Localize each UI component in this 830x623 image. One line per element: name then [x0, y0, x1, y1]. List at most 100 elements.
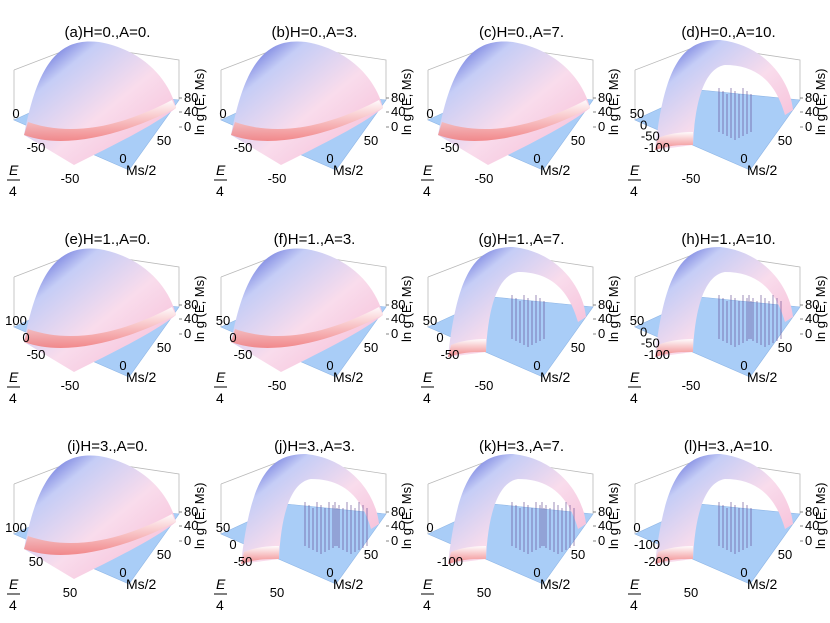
e-tick-label: 100 — [5, 520, 27, 535]
e-axis-denominator: 4 — [630, 183, 638, 199]
e-tick-label: -100 — [644, 140, 670, 155]
ms-tick-label: 0 — [119, 358, 126, 373]
z-tick-label: 40 — [805, 104, 819, 119]
z-axis-label: ln g (E, Ms) — [606, 69, 621, 135]
surface-dome — [24, 455, 176, 579]
surface-panel: (a)H=0.,A=0. 0 40 80 ln g (E, Ms) 0 -50 E 4 -50 0 5… — [4, 0, 211, 207]
e-axis-denominator: 4 — [216, 183, 224, 199]
surface-edge — [655, 339, 693, 357]
panel-title: (j)H=3.,A=3. — [274, 438, 355, 455]
panel-title: (a)H=0.,A=0. — [64, 24, 151, 41]
e-axis-numerator: E — [216, 576, 226, 592]
z-tick-label: 80 — [805, 90, 819, 105]
surface-dip — [511, 502, 545, 554]
e-tick-label: 50 — [630, 313, 644, 328]
e-tick-label: 0 — [640, 117, 647, 132]
panel-title: (i)H=3.,A=0. — [67, 438, 148, 455]
e-tick-label: -50 — [234, 554, 253, 569]
e-tick-label: 0 — [426, 106, 433, 121]
surface-dome — [655, 454, 793, 564]
z-axis-label: ln g (E, Ms) — [399, 69, 414, 135]
e-tick-label: -50 — [234, 140, 253, 155]
panel-title: (b)H=0.,A=3. — [271, 24, 358, 41]
z-tick-label: 0 — [391, 119, 398, 134]
z-tick-label: 0 — [598, 326, 605, 341]
panel-title: (c)H=0.,A=7. — [478, 24, 565, 41]
panel-title: (e)H=1.,A=0. — [64, 231, 151, 248]
panel-title: (g)H=1.,A=7. — [478, 231, 565, 248]
e-tick-label: 50 — [29, 554, 43, 569]
z-tick-label: 40 — [391, 518, 405, 533]
z-tick-label: 0 — [184, 119, 191, 134]
z-tick-label: 0 — [805, 119, 812, 134]
surface-dip — [718, 502, 752, 554]
surface-dome — [231, 248, 383, 372]
z-tick-label: 80 — [184, 90, 198, 105]
ms-axis-label: Ms/2 — [333, 369, 364, 385]
e-axis-denominator: 4 — [9, 597, 17, 613]
z-tick-label: 0 — [391, 533, 398, 548]
e-axis-denominator: 4 — [630, 390, 638, 406]
z-tick-label: 0 — [184, 326, 191, 341]
surface-dip — [748, 295, 782, 347]
e-axis-numerator: E — [9, 369, 19, 385]
ms-tick-label: 0 — [326, 151, 333, 166]
e-tick-label: -50 — [441, 347, 460, 362]
surface-dome — [24, 41, 176, 165]
ms-tick-label: 50 — [364, 340, 378, 355]
e-axis-numerator: E — [630, 576, 640, 592]
e-axis-denominator: 4 — [423, 183, 431, 199]
z-tick-label: 40 — [805, 311, 819, 326]
surface-edge — [24, 100, 176, 141]
e-tick-label: -50 — [234, 347, 253, 362]
z-tick-label: 40 — [598, 518, 612, 533]
z-tick-label: 40 — [391, 104, 405, 119]
z-axis-label: ln g (E, Ms) — [813, 483, 828, 549]
surface-dome — [231, 41, 383, 165]
e-axis-numerator: E — [9, 576, 19, 592]
z-tick-label: 40 — [184, 104, 198, 119]
ms-tick-label: -50 — [61, 171, 80, 186]
panel-title: (d)H=0.,A=10. — [681, 24, 776, 41]
ms-tick-label: 0 — [119, 565, 126, 580]
z-tick-label: 80 — [805, 297, 819, 312]
e-axis-numerator: E — [630, 162, 640, 178]
z-tick-label: 0 — [598, 533, 605, 548]
e-axis-numerator: E — [630, 369, 640, 385]
e-tick-label: 0 — [229, 330, 236, 345]
surface-edge — [655, 132, 693, 150]
surface-panel: (l)H=3.,A=10. 0 40 80 ln g (E, Ms) 0 -100 -200 E… — [625, 414, 830, 621]
ms-tick-label: 0 — [740, 565, 747, 580]
e-tick-label: -100 — [437, 554, 463, 569]
e-tick-label: 0 — [12, 106, 19, 121]
surface-panel: (k)H=3.,A=7. 0 40 80 ln g (E, Ms) 0 -100 E 4 50 0 5… — [418, 414, 625, 621]
e-tick-label: 50 — [216, 313, 230, 328]
e-tick-label: -50 — [27, 140, 46, 155]
ms-tick-label: 0 — [533, 358, 540, 373]
ms-axis-label: Ms/2 — [126, 576, 157, 592]
z-tick-label: 80 — [598, 90, 612, 105]
e-tick-label: 0 — [229, 537, 236, 552]
z-tick-label: 80 — [391, 297, 405, 312]
surface-edge — [241, 546, 279, 564]
e-tick-label: -50 — [27, 347, 46, 362]
e-axis-denominator: 4 — [423, 597, 431, 613]
z-tick-label: 40 — [391, 311, 405, 326]
surface-edge — [24, 514, 176, 555]
z-tick-label: 0 — [391, 326, 398, 341]
ms-axis-label: Ms/2 — [540, 369, 571, 385]
z-tick-label: 0 — [805, 326, 812, 341]
ms-tick-label: 0 — [533, 151, 540, 166]
ms-axis-label: Ms/2 — [747, 162, 778, 178]
